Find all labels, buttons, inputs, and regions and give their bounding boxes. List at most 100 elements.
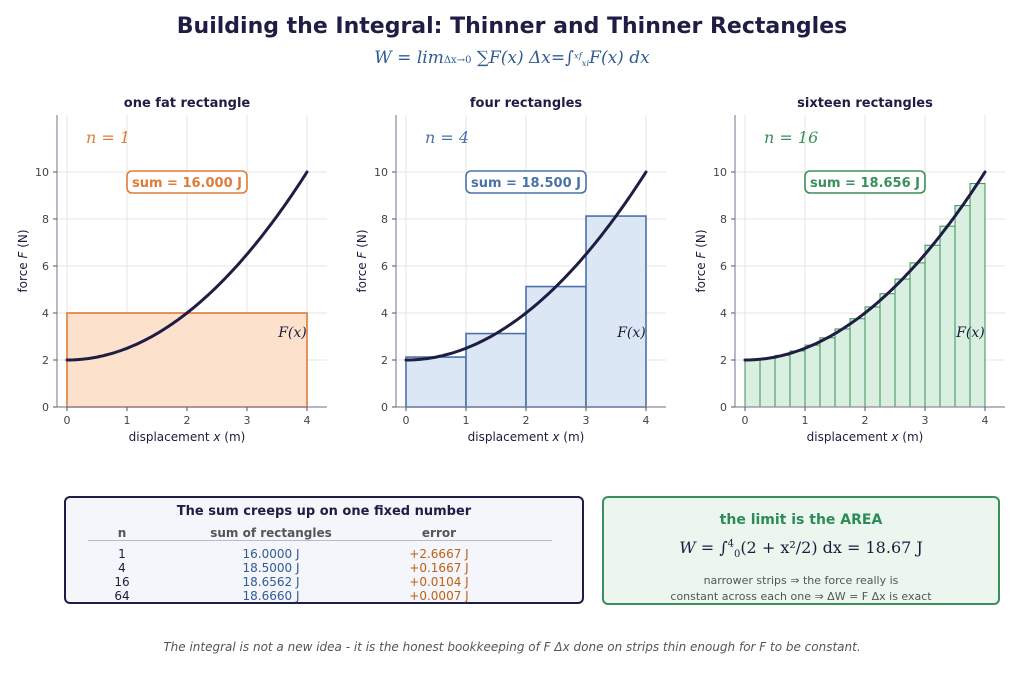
x-axis-label: displacement x (m) [129, 430, 246, 444]
page-title: Building the Integral: Thinner and Thinn… [176, 14, 848, 39]
x-tick-label: 2 [523, 414, 530, 427]
limit-note-2: constant across each one ⇒ ΔW = F Δx is … [670, 590, 932, 603]
sum-label-box [465, 170, 587, 194]
table-row-n: 4 [118, 561, 126, 575]
x-tick-label: 3 [244, 414, 251, 427]
table-row-error: +0.1667 J [409, 561, 469, 575]
x-tick-label: 1 [463, 414, 470, 427]
n-label: n = 4 [425, 128, 469, 147]
y-tick-label: 8 [42, 213, 49, 226]
formula-middle: ∑F(x) Δx=∫ [471, 48, 574, 68]
table-row-sum: 16.0000 J [242, 547, 300, 561]
riemann-bar [774, 354, 791, 408]
formula-lower: x [581, 58, 587, 68]
x-tick-label: 3 [583, 414, 590, 427]
sum-label: sum = 16.000 J [132, 176, 242, 191]
formula-lim-sub: Δx→0 [443, 55, 472, 66]
limit-area-box: the limit is the AREA W = ∫40(2 + x²/2) … [602, 496, 1000, 605]
y-axis-label: force F (N) [694, 229, 708, 292]
table-row-sum: 18.5000 J [242, 561, 300, 575]
x-tick-label: 3 [922, 414, 929, 427]
y-tick-label: 0 [381, 401, 388, 414]
footer-caption: The integral is not a new idea - it is t… [163, 640, 861, 654]
formula-upper: x [574, 50, 579, 61]
table-header-n: n [117, 526, 127, 540]
limit-note-1: narrower strips ⇒ the force really is [703, 574, 899, 587]
y-tick-label: 2 [381, 354, 388, 367]
panel-title: sixteen rectangles [797, 96, 933, 111]
x-tick-label: 0 [64, 414, 71, 427]
table-row-error: +0.0104 J [409, 575, 469, 589]
y-axis-label: force F (N) [355, 229, 369, 292]
x-tick-label: 4 [643, 414, 650, 427]
table-row-sum: 18.6562 J [242, 575, 300, 589]
x-tick-label: 0 [403, 414, 410, 427]
force-curve [404, 170, 648, 362]
force-curve [65, 170, 309, 362]
riemann-bar [759, 357, 776, 408]
table-header-rule [88, 540, 552, 541]
y-tick-label: 10 [374, 166, 388, 179]
sum-label: sum = 18.656 J [810, 176, 920, 191]
table-header-sum: sum of rectangles [210, 526, 332, 540]
x-axis-label: displacement x (m) [807, 430, 924, 444]
limit-eq-left: W = ∫ [679, 538, 728, 557]
riemann-bar [924, 244, 941, 408]
table-row-error: +2.6667 J [409, 547, 469, 561]
y-tick-label: 6 [720, 260, 727, 273]
curve-label: F(x) [955, 325, 985, 341]
riemann-bar [849, 318, 866, 408]
x-tick-label: 0 [742, 414, 749, 427]
y-tick-label: 4 [720, 307, 727, 320]
y-tick-label: 0 [720, 401, 727, 414]
force-curve [743, 170, 987, 362]
y-tick-label: 6 [42, 260, 49, 273]
limit-eq-upper: 4 [727, 538, 734, 550]
convergence-table: The sum creeps up on one fixed number n … [64, 496, 584, 604]
limit-title: the limit is the AREA [719, 512, 883, 528]
limit-eq-lower: 0 [733, 549, 741, 561]
x-tick-label: 2 [184, 414, 191, 427]
riemann-bar [909, 262, 926, 408]
table-row-n: 1 [118, 547, 126, 561]
sum-label-box [126, 170, 248, 194]
table-row-n: 64 [114, 589, 130, 603]
riemann-bar [969, 183, 986, 408]
integral-definition-formula: W = limΔx→0 ∑F(x) Δx=∫xfxiF(x) dx [0, 48, 1024, 68]
y-axis-label: force F (N) [16, 229, 30, 292]
panel-title: four rectangles [470, 96, 583, 111]
curve-label: F(x) [616, 325, 646, 341]
sum-label: sum = 18.500 J [471, 176, 581, 191]
y-tick-label: 8 [720, 213, 727, 226]
riemann-bar [789, 350, 806, 408]
y-tick-label: 8 [381, 213, 388, 226]
y-tick-label: 4 [381, 307, 388, 320]
y-tick-label: 10 [35, 166, 49, 179]
n-label: n = 16 [764, 128, 818, 147]
riemann-bar [66, 312, 308, 408]
formula-lhs: W = lim [374, 48, 444, 68]
y-tick-label: 0 [42, 401, 49, 414]
table-row-sum: 18.6660 J [242, 589, 300, 603]
riemann-bar [819, 337, 836, 408]
table-title: The sum creeps up on one fixed number [176, 504, 472, 519]
curve-label: F(x) [277, 325, 307, 341]
riemann-bar [939, 225, 956, 408]
riemann-bar [879, 293, 896, 408]
x-tick-label: 4 [304, 414, 311, 427]
limit-eq-body: (2 + x²/2) dx = 18.67 J [740, 538, 923, 557]
riemann-bar [864, 306, 881, 408]
x-tick-label: 2 [862, 414, 869, 427]
x-tick-label: 1 [802, 414, 809, 427]
table-row-error: +0.0007 J [409, 589, 469, 603]
panel-title: one fat rectangle [124, 96, 251, 111]
formula-rhs: F(x) dx [589, 48, 650, 68]
riemann-bar [954, 205, 971, 408]
riemann-bar [834, 328, 851, 408]
x-axis-label: displacement x (m) [468, 430, 585, 444]
y-tick-label: 6 [381, 260, 388, 273]
formula-lower-sub: i [586, 58, 590, 68]
y-tick-label: 2 [720, 354, 727, 367]
riemann-bar [405, 356, 467, 408]
